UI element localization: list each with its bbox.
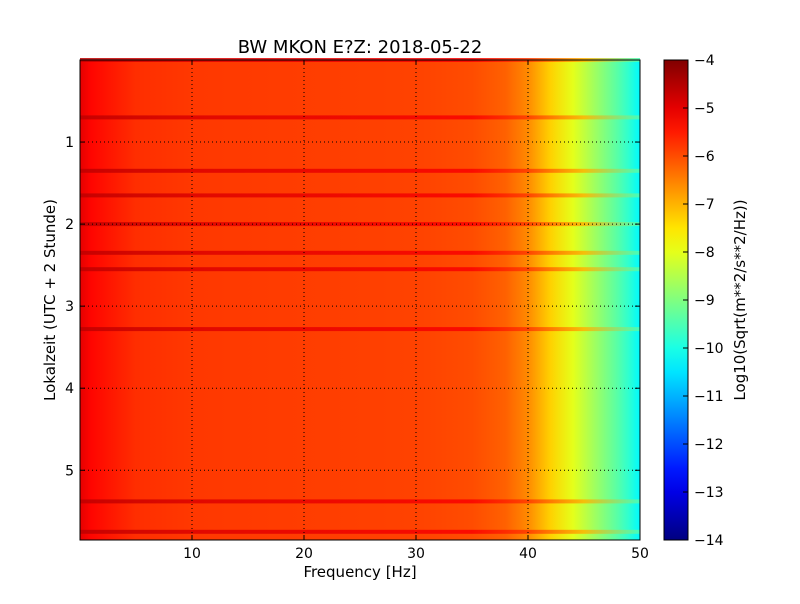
chart-title: BW MKON E?Z: 2018-05-22	[238, 37, 483, 58]
x-tick-label: 20	[295, 546, 313, 562]
y-axis-ticks: 1 2 3 4 5	[65, 135, 640, 479]
colorbar-tick-label: −14	[694, 533, 724, 549]
x-tick-label: 40	[519, 546, 537, 562]
x-tick-label: 10	[183, 546, 201, 562]
y-tick-label: 4	[65, 381, 74, 397]
x-axis-label: Frequency [Hz]	[303, 563, 416, 581]
y-axis-label: Lokalzeit (UTC + 2 Stunde)	[41, 199, 59, 401]
noise-band	[80, 529, 640, 534]
noise-band	[80, 193, 640, 198]
x-tick-label: 30	[407, 546, 425, 562]
noise-band	[80, 250, 640, 255]
colorbar-tick-label: −7	[694, 197, 715, 213]
colorbar-tick-label: −4	[694, 53, 715, 69]
colorbar-tick-label: −5	[694, 101, 715, 117]
noise-band	[80, 115, 640, 120]
colorbar-tick-label: −12	[694, 437, 724, 453]
colorbar-ticks: −4 −5 −6 −7 −8 −9 −10 −11 −12 −13 −14	[683, 53, 724, 549]
noise-band	[80, 267, 640, 272]
y-tick-label: 1	[65, 135, 74, 151]
colorbar-tick-label: −10	[694, 341, 724, 357]
plot-frame	[79, 59, 641, 541]
spectrogram-base	[80, 60, 640, 540]
colorbar-tick-label: −13	[694, 485, 724, 501]
x-axis-ticks: 10 20 30 40 50	[183, 60, 649, 562]
noise-band	[80, 499, 640, 504]
grid-layer	[80, 60, 640, 540]
noise-band	[80, 327, 640, 332]
colorbar-label: Log10(Sqrt(m**2/s**2/Hz))	[731, 199, 749, 400]
colorbar-tick-label: −8	[694, 245, 715, 261]
x-tick-label: 50	[631, 546, 649, 562]
colorbar-tick-label: −6	[694, 149, 715, 165]
colorbar: −4 −5 −6 −7 −8 −9 −10 −11 −12 −13 −14	[663, 53, 724, 549]
y-tick-label: 5	[65, 463, 74, 479]
y-tick-label: 3	[65, 299, 74, 315]
plot-area: 10 20 30 40 50 1 2 3 4 5	[65, 58, 649, 562]
noise-band	[80, 168, 640, 173]
colorbar-tick-label: −9	[694, 293, 715, 309]
y-tick-label: 2	[65, 217, 74, 233]
colorbar-tick-label: −11	[694, 389, 724, 405]
